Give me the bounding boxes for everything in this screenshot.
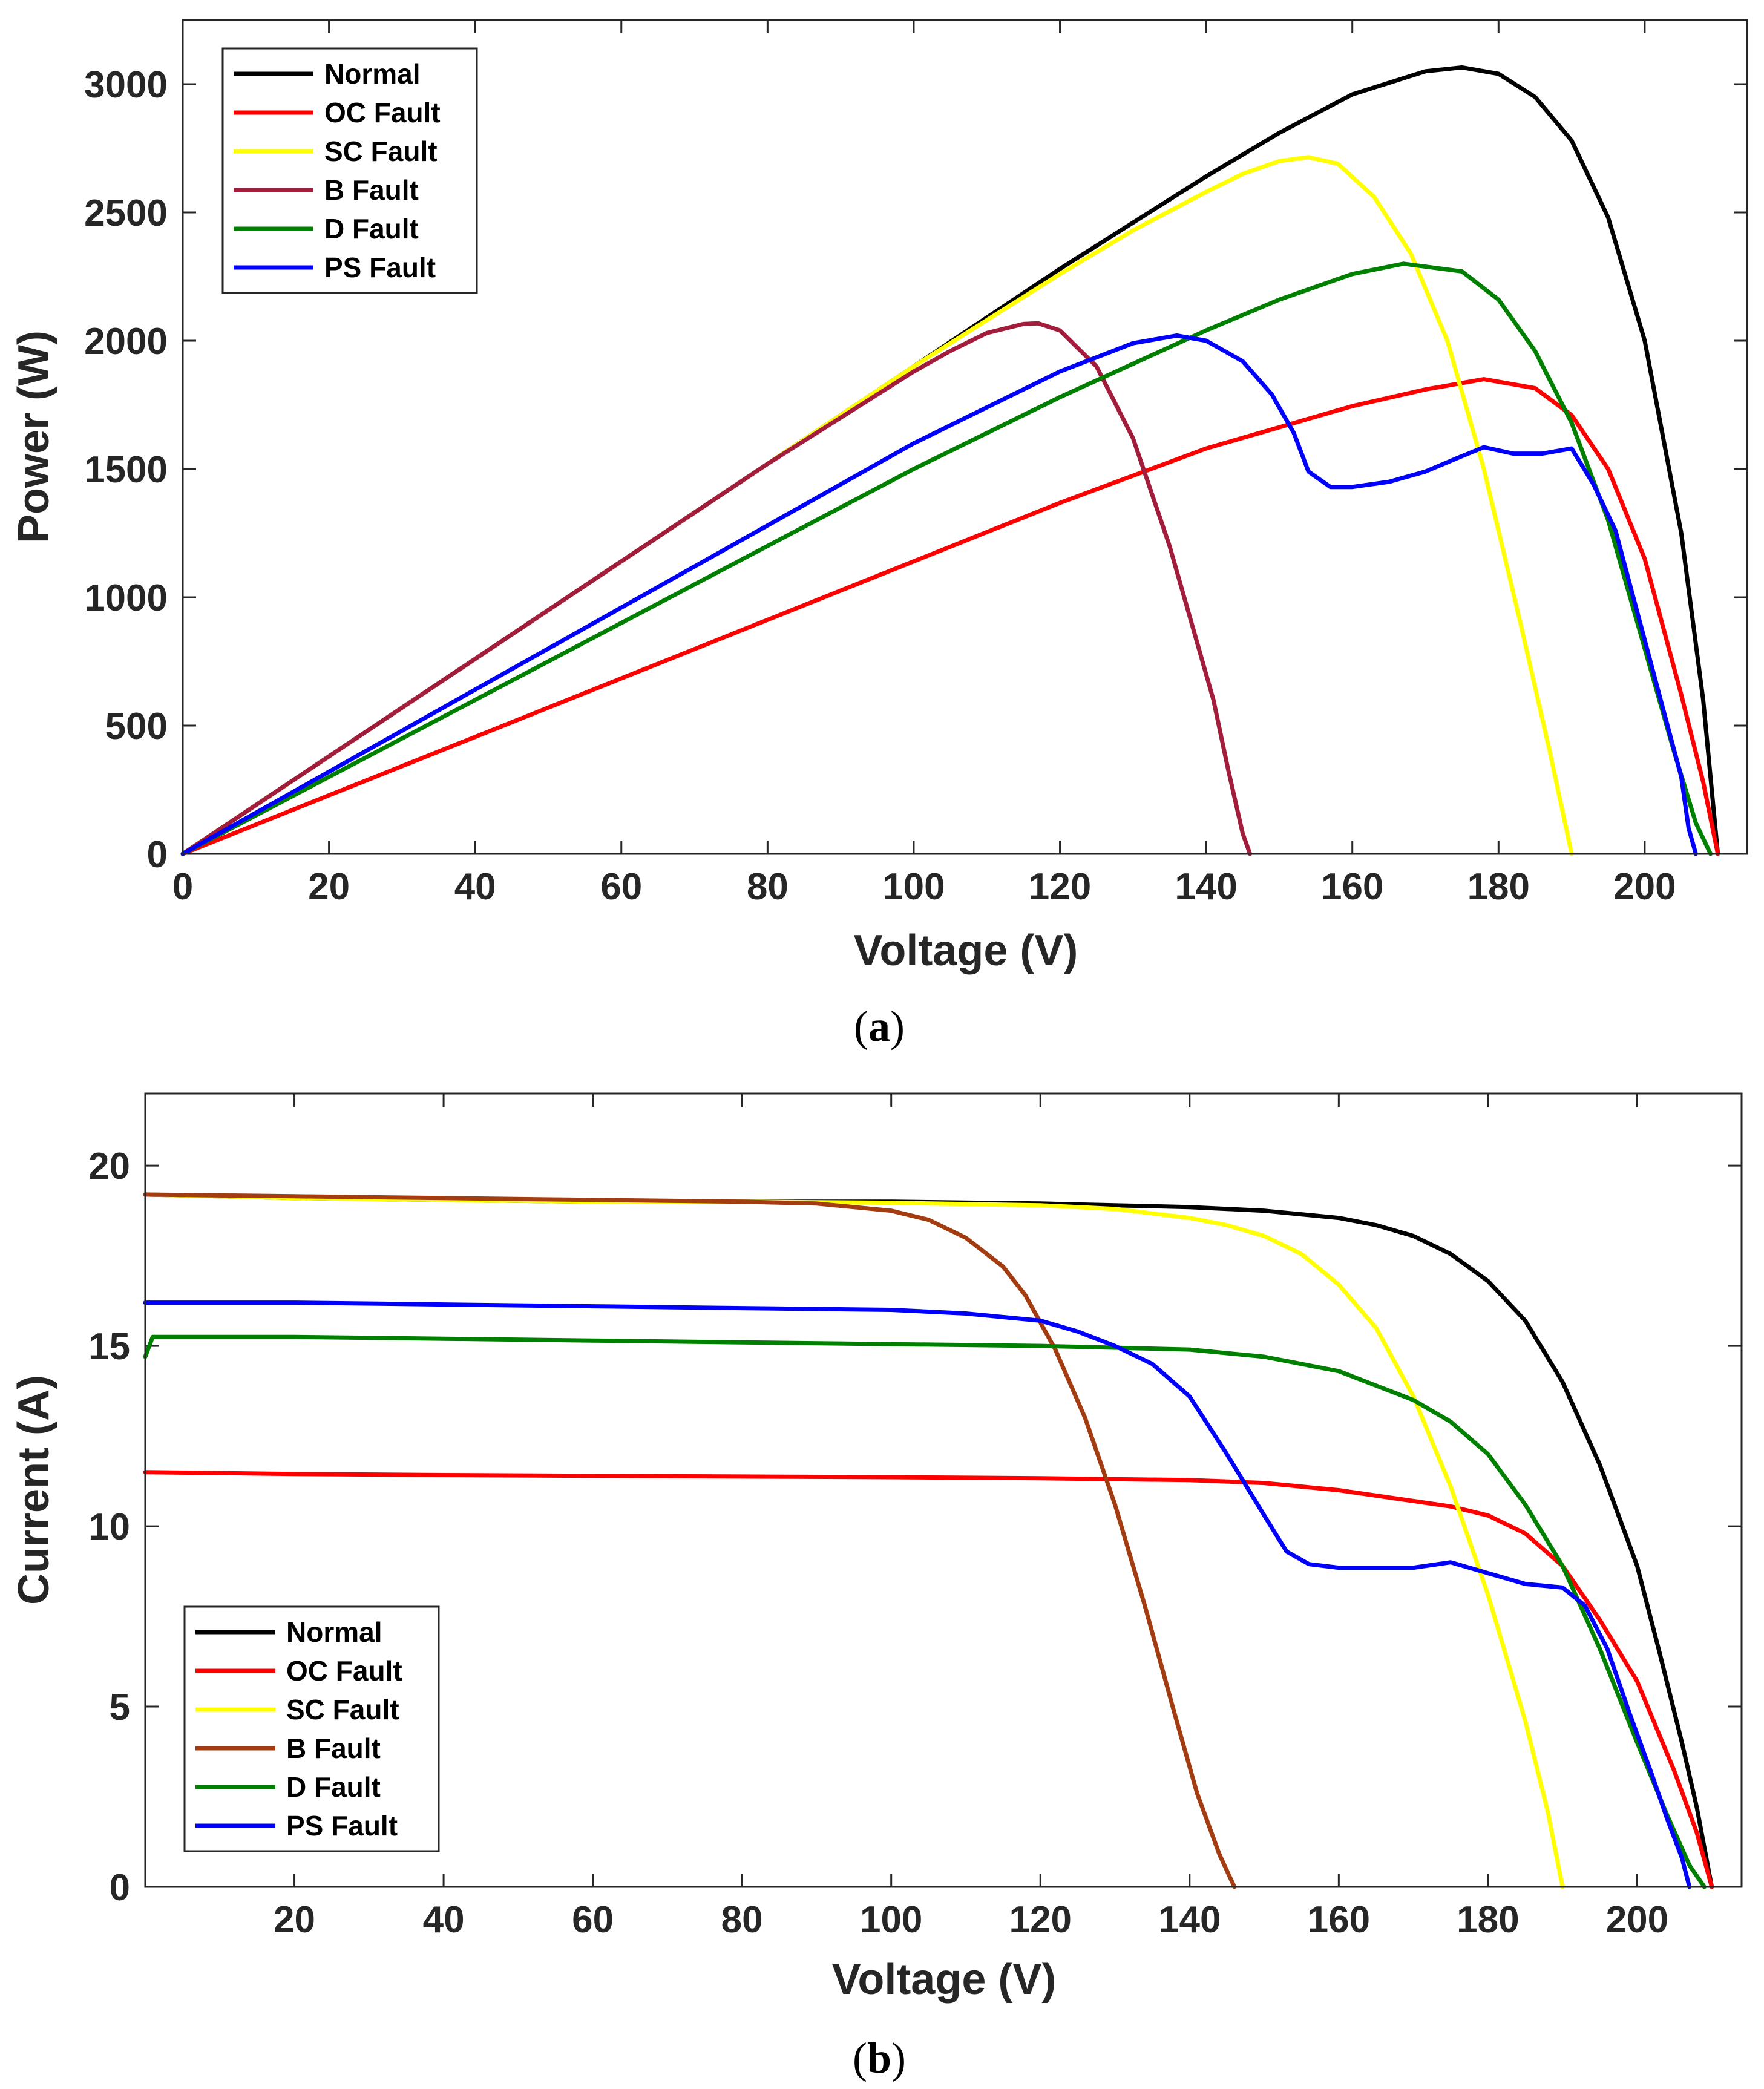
y-tick-label-a-1500: 1500	[84, 449, 168, 491]
legend-label-a-0: Normal	[324, 58, 420, 90]
x-tick-label-a-200: 200	[1613, 866, 1676, 908]
series-line-a-4	[180, 261, 1713, 856]
chart-a-xlabel: Voltage (V)	[854, 926, 1078, 975]
x-tick-label-b-100: 100	[860, 1899, 922, 1941]
chart-b-ylabel: Current (A)	[10, 1375, 58, 1605]
legend-box-a	[221, 47, 478, 294]
chart-a-caption-open: (	[854, 1002, 868, 1051]
x-tick-label-b-140: 140	[1158, 1899, 1221, 1941]
chart-a-ticks: 0 20 40 60 80 100 120 140 160 180 2000500100015002…	[84, 20, 1747, 908]
x-tick-label-a-40: 40	[454, 866, 496, 908]
x-tick-label-a-180: 180	[1467, 866, 1530, 908]
chart-a-legend: Normal OC Fault SC Fault B Fault D Fault PS F…	[221, 47, 478, 294]
series-line-a-5	[180, 333, 1698, 856]
y-tick-label-a-2000: 2000	[84, 321, 168, 362]
series-line-b-4	[143, 1334, 1707, 1889]
chart-a-caption-letter: a	[868, 1002, 890, 1051]
y-tick-label-a-0: 0	[147, 834, 168, 876]
legend-label-b-0: Normal	[286, 1616, 382, 1648]
y-tick-label-a-3000: 3000	[84, 64, 168, 106]
chart-b-caption-open: (	[853, 2034, 867, 2082]
x-tick-label-b-20: 20	[274, 1899, 315, 1941]
legend-label-a-1: OC Fault	[324, 97, 441, 128]
chart-b: 20 40 60 80 100 120 140 160 180 200 0 5 10 15 20 Norma…	[10, 1092, 1743, 2082]
legend-label-a-3: B Fault	[324, 174, 419, 206]
x-tick-label-a-100: 100	[882, 866, 945, 908]
x-tick-label-b-160: 160	[1308, 1899, 1370, 1941]
x-tick-label-b-40: 40	[423, 1899, 465, 1941]
legend-label-b-2: SC Fault	[286, 1694, 399, 1725]
chart-a-frame	[182, 19, 1748, 855]
y-tick-label-b-5: 5	[110, 1687, 130, 1728]
chart-a-caption-close: )	[890, 1002, 905, 1051]
series-line-a-1	[180, 377, 1720, 856]
y-tick-label-b-20: 20	[88, 1146, 130, 1187]
y-tick-label-a-1000: 1000	[84, 577, 168, 619]
legend-label-b-3: B Fault	[286, 1733, 381, 1764]
series-line-b-3	[143, 1192, 1237, 1889]
y-tick-label-a-2500: 2500	[84, 192, 168, 234]
series-line-b-1	[143, 1470, 1714, 1889]
legend-label-a-2: SC Fault	[324, 136, 438, 167]
x-tick-label-b-180: 180	[1457, 1899, 1519, 1941]
legend-label-a-5: PS Fault	[324, 252, 436, 283]
legend-label-b-4: D Fault	[286, 1771, 381, 1803]
x-tick-label-a-160: 160	[1321, 866, 1383, 908]
chart-a-caption: (a)	[854, 1002, 905, 1051]
x-tick-label-a-80: 80	[747, 866, 789, 908]
x-tick-label-a-140: 140	[1175, 866, 1237, 908]
x-tick-label-b-80: 80	[721, 1899, 763, 1941]
series-line-b-5	[143, 1300, 1692, 1889]
x-tick-label-a-20: 20	[308, 866, 350, 908]
legend-label-a-4: D Fault	[324, 213, 419, 244]
x-tick-label-a-120: 120	[1029, 866, 1091, 908]
y-tick-label-b-0: 0	[110, 1867, 130, 1909]
y-tick-label-b-10: 10	[88, 1506, 130, 1548]
x-tick-label-a-0: 0	[172, 866, 193, 908]
legend-box-b	[183, 1605, 440, 1852]
y-tick-label-b-15: 15	[88, 1326, 130, 1368]
chart-b-caption: (b)	[853, 2034, 906, 2082]
legend-label-b-5: PS Fault	[286, 1810, 398, 1841]
legend-label-b-1: OC Fault	[286, 1655, 402, 1687]
chart-b-xlabel: Voltage (V)	[832, 1955, 1057, 2004]
chart-a: 0 20 40 60 80 100 120 140 160 180 2000500100015002…	[10, 19, 1748, 1051]
x-tick-label-b-120: 120	[1009, 1899, 1072, 1941]
chart-b-caption-letter: b	[867, 2034, 891, 2082]
series-line-a-3	[180, 321, 1253, 856]
chart-b-caption-close: )	[891, 2034, 906, 2082]
x-tick-label-b-60: 60	[572, 1899, 614, 1941]
chart-a-series	[180, 65, 1720, 856]
chart-b-legend: Normal OC Fault SC Fault B Fault D Fault PS F…	[183, 1605, 440, 1852]
x-tick-label-a-60: 60	[600, 866, 642, 908]
x-tick-label-b-200: 200	[1606, 1899, 1668, 1941]
chart-a-ylabel: Power (W)	[10, 330, 58, 543]
chart-b-ticks: 20 40 60 80 100 120 140 160 180 200 0 5 10 15 20	[88, 1094, 1742, 1941]
chart-b-series	[143, 1192, 1714, 1889]
y-tick-label-a-500: 500	[105, 706, 168, 747]
chart-b-frame	[144, 1092, 1743, 1888]
